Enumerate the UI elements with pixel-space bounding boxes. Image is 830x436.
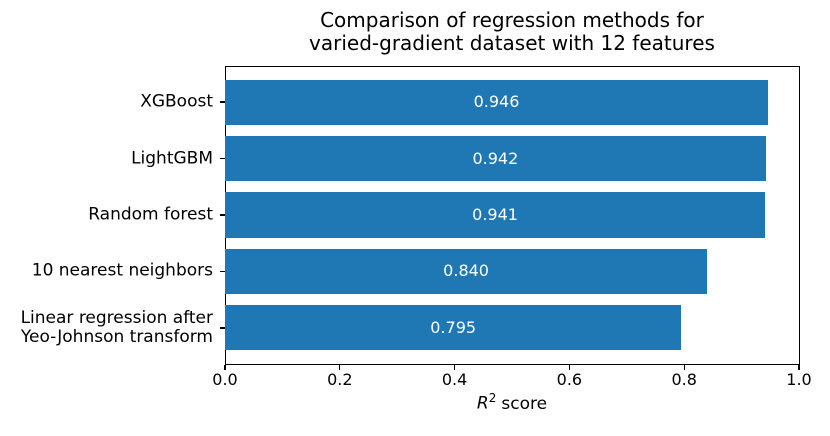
x-tick-mark — [568, 365, 571, 370]
x-tick-mark — [339, 365, 341, 370]
y-axis-category-label: Random forest — [88, 204, 213, 225]
bar — [225, 248, 708, 294]
y-axis-category-label: LightGBM — [131, 148, 213, 169]
x-tick-mark — [453, 365, 456, 370]
y-axis-category-label: XGBoost — [140, 91, 213, 112]
bar — [225, 305, 682, 351]
y-axis-category-label: 10 nearest neighbors — [31, 260, 213, 281]
bar-value-label: 0.942 — [472, 148, 519, 168]
y-tick-mark — [220, 327, 225, 329]
xlabel-suffix: score — [501, 393, 548, 414]
bar — [225, 135, 766, 182]
chart-title: Comparison of regression methods for var… — [309, 8, 715, 56]
x-tick-label: 0.0 — [212, 370, 238, 389]
bar-value-label: 0.941 — [472, 205, 518, 224]
xlabel-variable: R — [476, 393, 489, 414]
x-tick-label: 0.4 — [441, 370, 468, 389]
bar — [225, 192, 766, 238]
y-tick-mark — [220, 157, 225, 160]
x-tick-mark — [224, 365, 226, 370]
y-tick-mark — [220, 101, 225, 103]
x-tick-mark — [683, 365, 685, 370]
x-tick-label: 0.8 — [671, 370, 697, 389]
x-tick-label: 0.2 — [327, 370, 353, 389]
bar-value-label: 0.840 — [443, 261, 489, 281]
xlabel-exponent: 2 — [488, 391, 497, 405]
x-tick-label: 1.0 — [786, 370, 812, 389]
bar-value-label: 0.795 — [430, 317, 477, 337]
y-tick-mark — [220, 270, 225, 273]
x-tick-mark — [798, 365, 800, 370]
y-tick-mark — [220, 214, 225, 216]
bar — [225, 79, 768, 125]
x-tick-label: 0.6 — [556, 370, 583, 389]
x-axis-label: R2 score — [477, 391, 547, 414]
bar-value-label: 0.946 — [473, 92, 520, 112]
y-axis-category-label: Linear regression after Yeo-Johnson tran… — [20, 307, 213, 347]
